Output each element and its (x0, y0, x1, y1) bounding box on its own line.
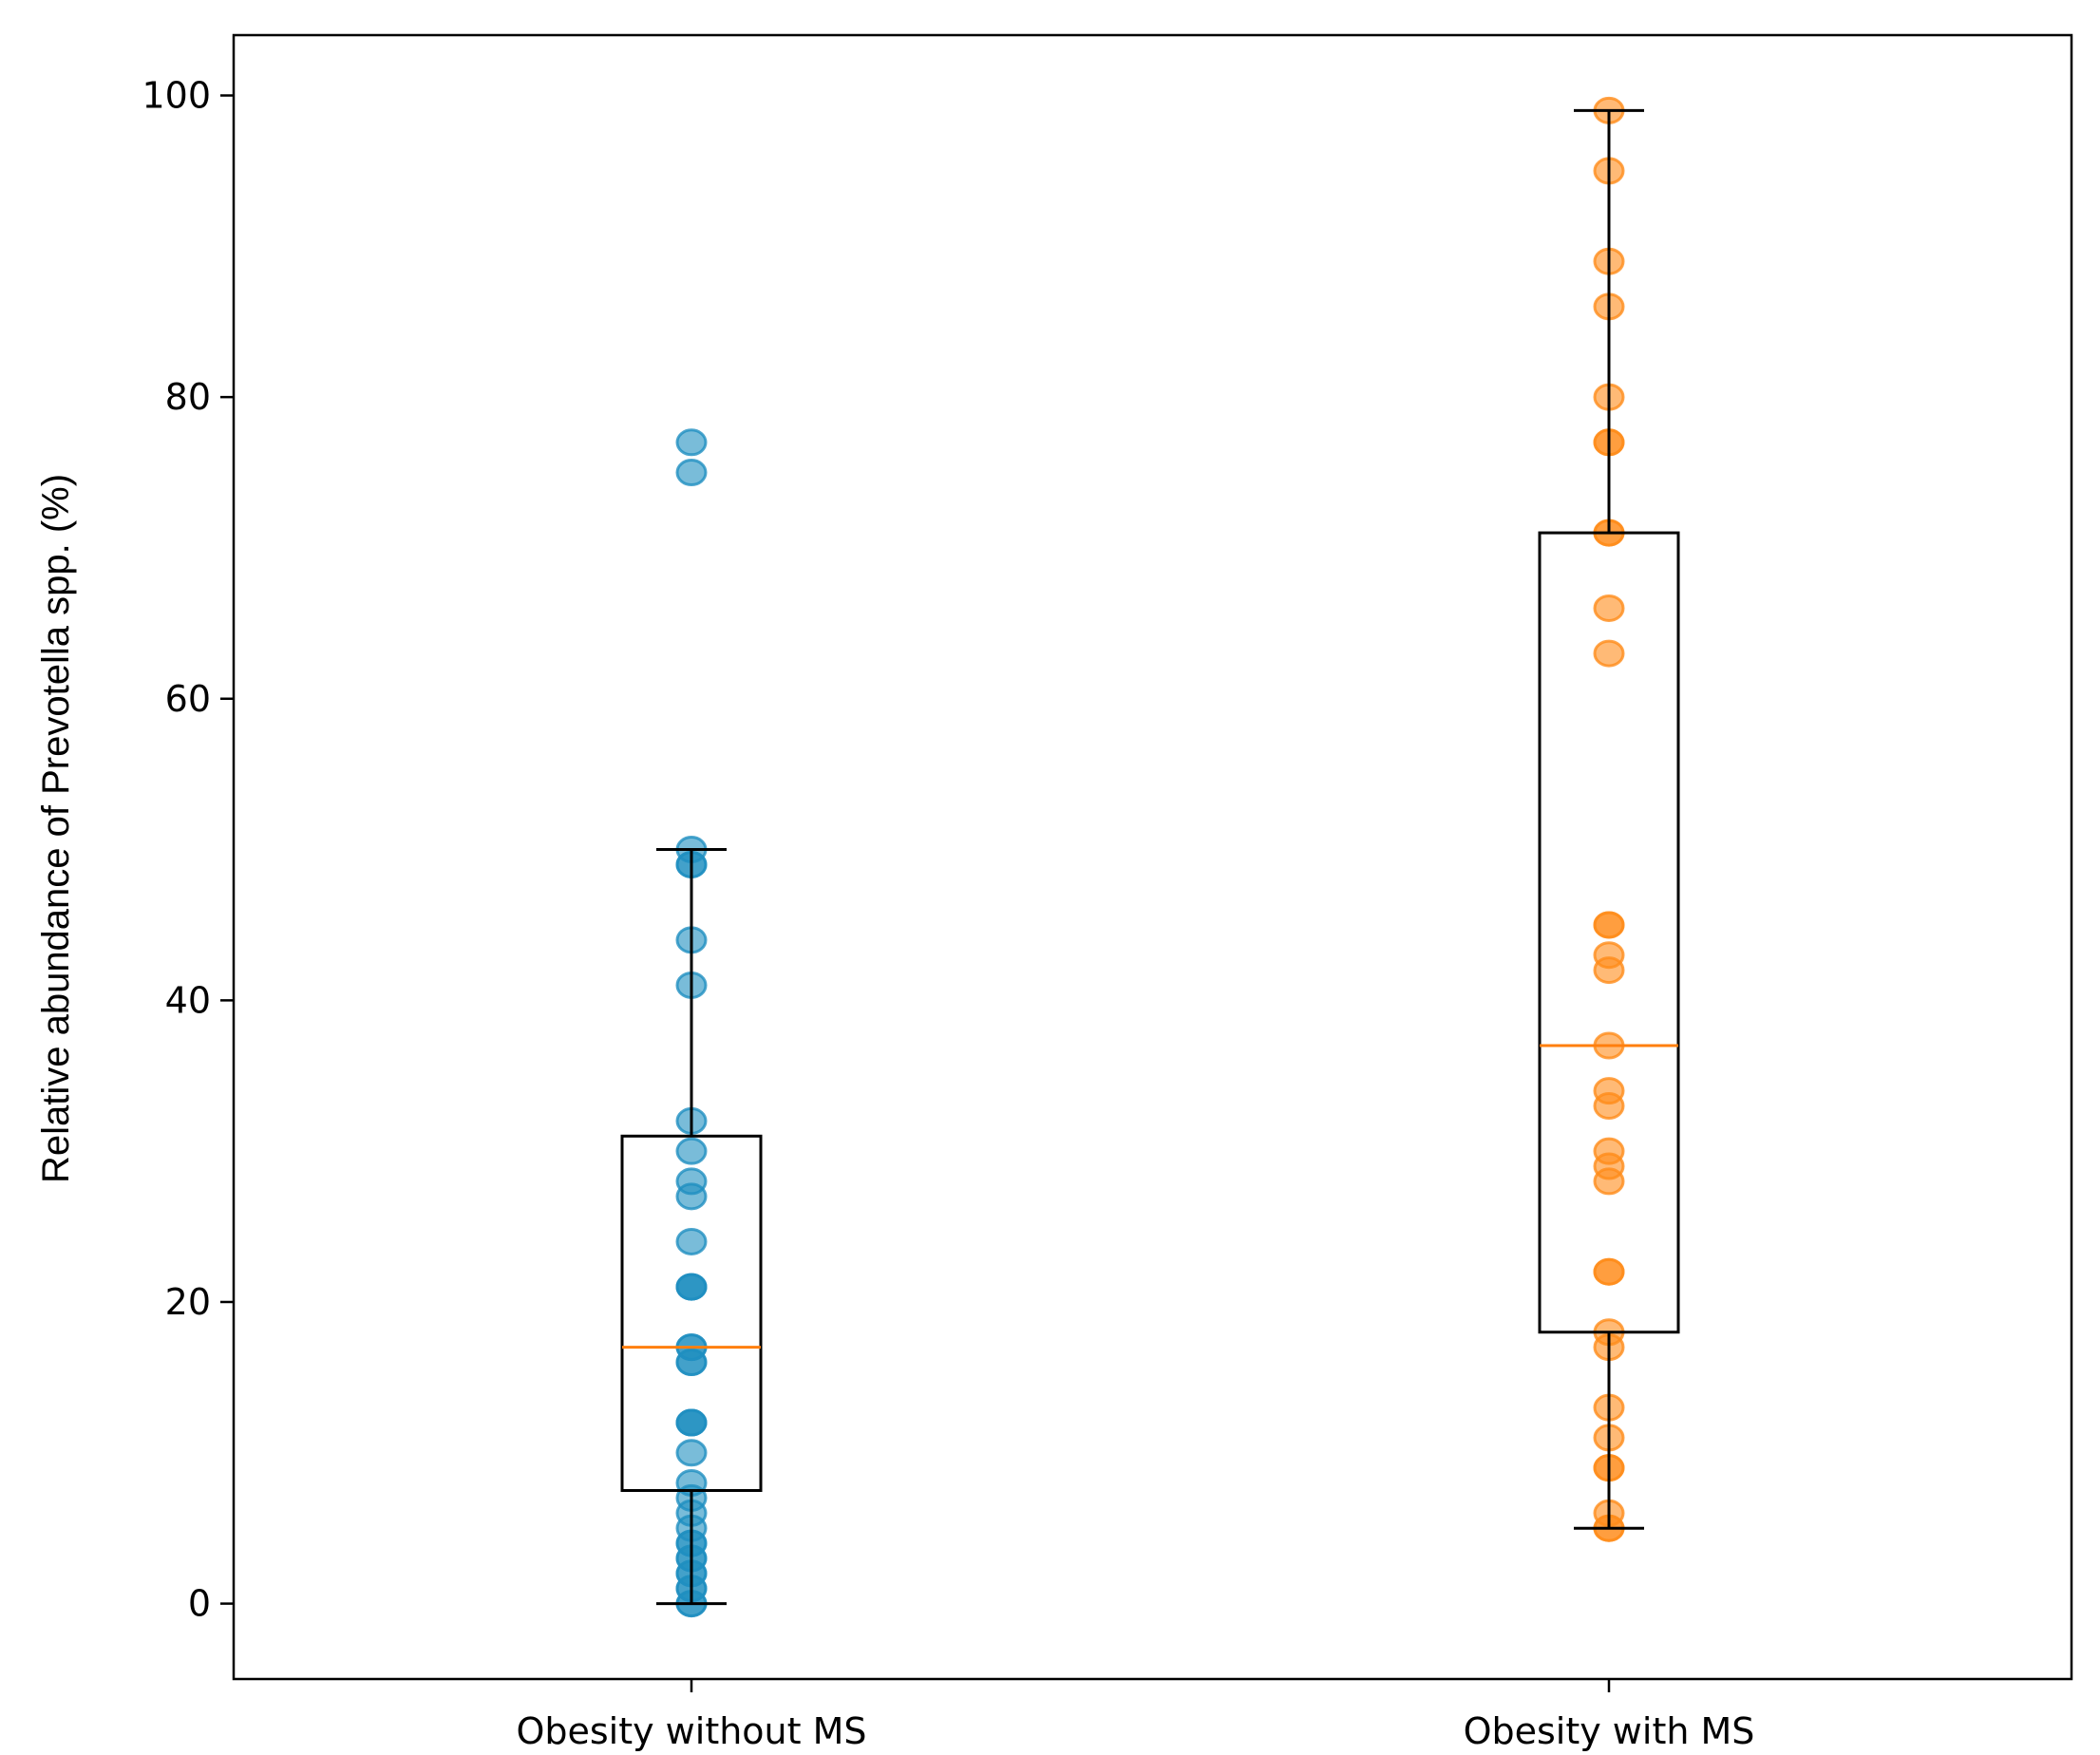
y-tick-label: 40 (165, 979, 211, 1021)
data-point (675, 459, 708, 487)
boxes-layer (620, 108, 1680, 1606)
data-point (675, 1273, 708, 1301)
x-axis: Obesity without MS Obesity with MS (516, 1679, 1754, 1752)
data-point (1593, 1077, 1625, 1105)
data-point (1593, 911, 1625, 939)
data-point (675, 1167, 708, 1196)
plot-frame (232, 33, 2073, 1681)
data-point (675, 1227, 708, 1255)
y-tick-label: 100 (142, 75, 211, 117)
x-tick-label: Obesity with MS (1464, 1710, 1755, 1752)
box-iqr (1538, 531, 1680, 1334)
y-axis-label: Relative abundance of Prevotella spp. (%… (35, 474, 77, 1183)
data-point (675, 1408, 708, 1437)
data-point (1593, 594, 1625, 622)
y-tick-label: 60 (165, 678, 211, 720)
data-point (1593, 941, 1625, 970)
data-point (675, 1137, 708, 1165)
box-iqr (620, 1134, 763, 1492)
data-point (1593, 639, 1625, 668)
data-point (1593, 1137, 1625, 1165)
data-point (675, 428, 708, 457)
y-tick-label: 80 (165, 376, 211, 418)
data-point (675, 1439, 708, 1467)
y-tick-label: 20 (165, 1281, 211, 1323)
x-tick-label: Obesity without MS (516, 1710, 866, 1752)
points-layer (675, 96, 1625, 1618)
y-tick-label: 0 (188, 1583, 211, 1625)
y-axis: 0 20 40 60 80 100 (142, 75, 234, 1625)
data-point (1593, 1257, 1625, 1286)
